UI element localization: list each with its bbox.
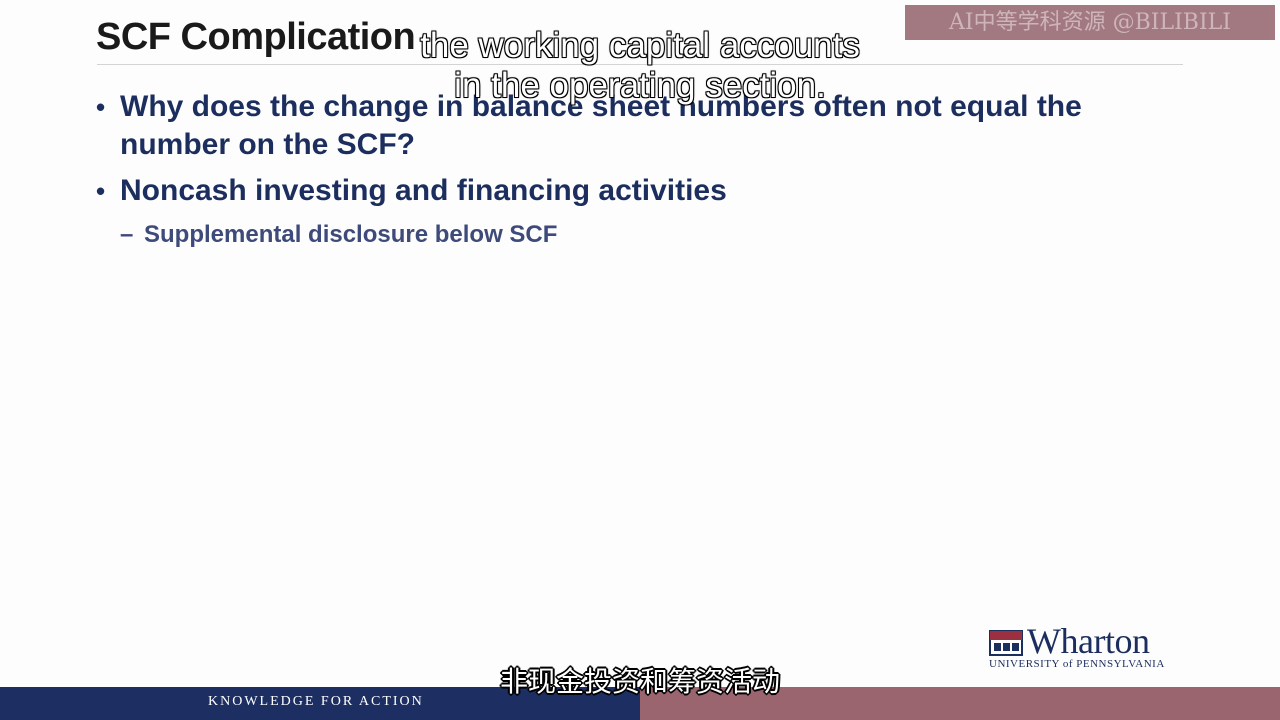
chinese-subtitle: 非现金投资和筹资活动 [499, 665, 780, 698]
bullet-dot-icon: • [96, 176, 106, 206]
subbullet-item: – Supplemental disclosure below SCF [120, 218, 1196, 252]
slide-title: SCF Complication [96, 16, 416, 58]
title-divider [97, 64, 1183, 65]
bullet-item: • Noncash investing and financing activi… [96, 172, 1196, 210]
bullet-item: • Why does the change in balance sheet n… [96, 88, 1196, 164]
footer-bar-navy [0, 687, 640, 720]
wharton-logo: Wharton UNIVERSITY of PENNSYLVANIA [989, 621, 1189, 672]
logo-subtitle: UNIVERSITY of PENNSYLVANIA [989, 658, 1165, 670]
dash-icon: – [120, 221, 134, 248]
watermark-banner: AI中等学科资源 @BILIBILI [905, 5, 1275, 40]
bullet-list: • Why does the change in balance sheet n… [96, 88, 1196, 252]
shield-icon [989, 630, 1023, 656]
english-subtitle: the working capital accounts in the oper… [0, 25, 1280, 106]
bullet-text: Why does the change in balance sheet num… [120, 90, 1082, 161]
english-subtitle-line-2: in the operating section. [453, 65, 826, 106]
logo-wordmark: Wharton [1027, 621, 1150, 661]
footer-tagline: KNOWLEDGE FOR ACTION [208, 694, 424, 709]
subbullet-text: Supplemental disclosure below SCF [144, 221, 558, 248]
bullet-text: Noncash investing and financing activiti… [120, 174, 727, 207]
footer-bar-maroon [640, 687, 1280, 720]
english-subtitle-line-1: the working capital accounts [419, 25, 860, 66]
bullet-dot-icon: • [96, 92, 106, 122]
